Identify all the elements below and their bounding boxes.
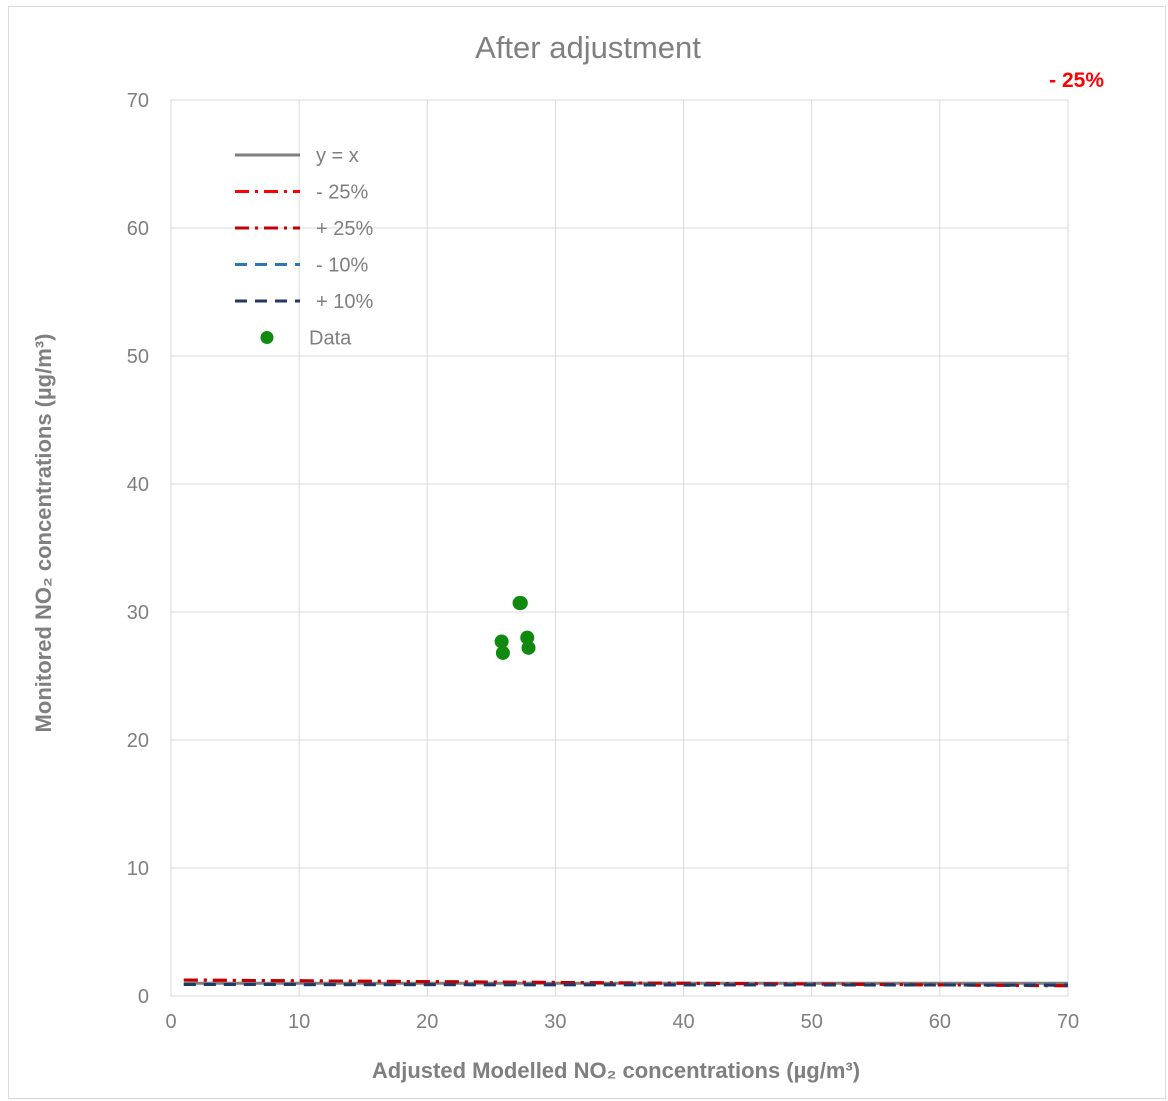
legend-label-3: - 10% <box>316 255 368 277</box>
data-point-2 <box>494 634 509 649</box>
data-point-5 <box>521 640 536 655</box>
x-tick-labels: 0 10 20 30 40 50 60 70 <box>165 1011 1079 1033</box>
legend-swatch-5 <box>260 331 274 344</box>
y-tick-0: 0 <box>138 986 149 1008</box>
legend-label-2: + 25% <box>316 218 373 240</box>
data-point-1 <box>512 596 527 611</box>
x-tick-20: 20 <box>416 1011 438 1033</box>
y-tick-40: 40 <box>127 474 149 496</box>
x-tick-40: 40 <box>672 1011 694 1033</box>
series-line--25- <box>183 978 1069 988</box>
chart-title: After adjustment <box>475 30 701 65</box>
y-tick-30: 30 <box>127 602 149 624</box>
y-tick-labels: 0 10 20 30 40 50 60 70 <box>127 90 149 1008</box>
reference-lines <box>183 978 1069 988</box>
series-line--10- <box>183 982 1069 987</box>
legend-label-1: - 25% <box>316 182 368 204</box>
y-tick-20: 20 <box>127 730 149 752</box>
annotation-label: - 25% <box>1049 69 1104 92</box>
x-tick-10: 10 <box>288 1011 310 1033</box>
legend-label-5: Data <box>309 328 352 350</box>
legend-label-4: + 10% <box>316 291 373 313</box>
x-tick-0: 0 <box>165 1011 176 1033</box>
x-tick-70: 70 <box>1057 1011 1079 1033</box>
x-tick-30: 30 <box>544 1011 566 1033</box>
y-tick-50: 50 <box>127 346 149 368</box>
legend: y = x - 25% + 25% - 10% + 10% Data <box>235 145 373 350</box>
gridlines <box>170 99 1069 997</box>
x-tick-60: 60 <box>929 1011 951 1033</box>
x-tick-50: 50 <box>801 1011 823 1033</box>
legend-label-0: y = x <box>316 145 359 167</box>
y-axis-label: Monitored NO₂ concentrations (µg/m³) <box>31 334 56 733</box>
y-tick-10: 10 <box>127 858 149 880</box>
chart-frame <box>8 6 1166 1099</box>
y-tick-60: 60 <box>127 218 149 240</box>
data-point-3 <box>495 645 510 660</box>
data-point-4 <box>520 630 535 645</box>
x-axis-label: Adjusted Modelled NO₂ concentrations (µg… <box>372 1058 860 1083</box>
y-tick-70: 70 <box>127 90 149 112</box>
data-points <box>494 596 536 660</box>
